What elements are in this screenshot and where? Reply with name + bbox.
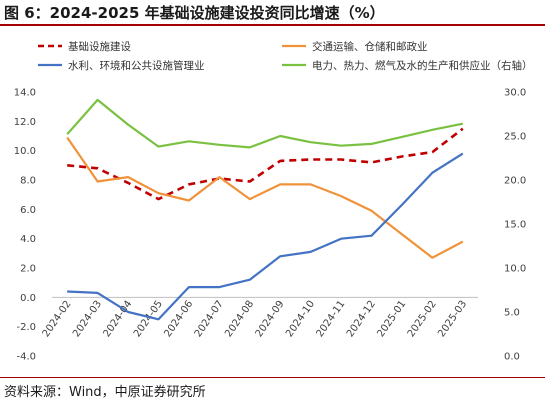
right-tick-label: 30.0 [504,88,526,99]
series-line-4 [66,98,464,149]
x-tick-label: 2024-08 [223,299,256,340]
right-axis: 30.0 25.0 20.0 15.0 10.0 5.0 0.0 [504,88,526,363]
legend-label: 水利、环境和公共设施管理业 [68,59,205,72]
x-axis: 2024-022024-032024-042024-052024-062024-… [41,296,478,340]
series-line-1 [67,127,464,201]
left-tick-label: -2.0 [16,322,36,333]
x-tick-label: 2025-01 [375,299,408,340]
left-tick-label: 8.0 [20,176,36,187]
series-line-3 [67,152,464,321]
x-tick-label: 2024-06 [162,299,195,340]
x-tick-label: 2024-09 [254,299,287,340]
left-axis: 14.0 12.0 10.0 8.0 6.0 4.0 2.0 0.0 -2.0 -4.0 [14,88,36,363]
x-tick-label: 2024-12 [345,299,378,340]
page-title: 图 6：2024-2025 年基础设施建设投资同比增速（%） [4,4,385,22]
legend-label: 电力、热力、燃气及水的生产和供应业（右轴） [312,59,533,72]
left-tick-label: 12.0 [14,117,36,128]
x-tick-label: 2024-02 [41,299,74,340]
left-tick-label: -4.0 [16,352,36,363]
left-tick-label: 10.0 [14,146,36,157]
x-tick-label: 2024-11 [315,299,348,340]
x-tick-label: 2025-02 [406,299,439,340]
right-tick-label: 5.0 [504,308,520,319]
left-tick-label: 4.0 [20,234,36,245]
legend-label: 基础设施建设 [68,40,131,53]
right-tick-label: 15.0 [504,220,526,231]
left-tick-label: 6.0 [20,205,36,216]
left-tick-label: 14.0 [14,88,36,99]
x-tick-label: 2024-10 [284,299,317,340]
title-rule [0,24,545,26]
left-tick-label: 2.0 [20,264,36,275]
x-tick-label: 2024-07 [193,299,226,340]
right-tick-label: 20.0 [504,176,526,187]
series-lines [66,98,464,321]
source-note: 资料来源：Wind，中原证券研究所 [4,385,206,400]
right-tick-label: 10.0 [504,264,526,275]
right-tick-label: 0.0 [504,352,520,363]
right-tick-label: 25.0 [504,132,526,143]
left-tick-label: 0.0 [20,293,36,304]
legend-label: 交通运输、仓储和邮政业 [312,40,428,53]
x-tick-label: 2024-03 [71,299,104,340]
source-rule [0,377,545,378]
series-line-2 [66,136,464,259]
x-tick-label: 2025-03 [436,299,469,340]
